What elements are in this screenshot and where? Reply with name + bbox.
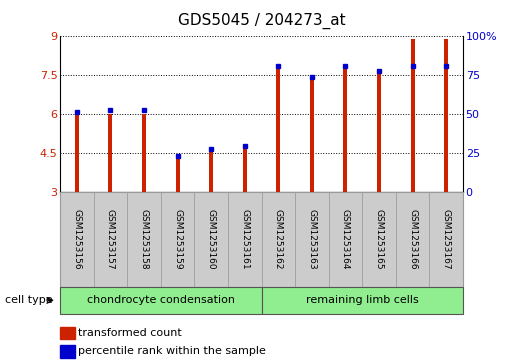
Bar — [161, 192, 195, 287]
Bar — [60, 192, 94, 287]
Bar — [262, 192, 295, 287]
Text: transformed count: transformed count — [77, 328, 181, 338]
Text: GSM1253162: GSM1253162 — [274, 209, 283, 270]
Text: GSM1253161: GSM1253161 — [240, 209, 249, 270]
Bar — [75, 114, 79, 192]
Bar — [310, 78, 314, 192]
Text: percentile rank within the sample: percentile rank within the sample — [77, 346, 265, 356]
Bar — [108, 114, 112, 192]
Bar — [142, 114, 146, 192]
Bar — [396, 192, 429, 287]
Bar — [429, 192, 463, 287]
Text: GSM1253158: GSM1253158 — [140, 209, 149, 270]
Bar — [262, 287, 463, 314]
Bar — [362, 192, 396, 287]
Bar — [228, 192, 262, 287]
Text: GSM1253166: GSM1253166 — [408, 209, 417, 270]
Bar — [377, 73, 381, 192]
Bar — [127, 192, 161, 287]
Text: GSM1253157: GSM1253157 — [106, 209, 115, 270]
Bar — [209, 151, 213, 192]
Text: GSM1253163: GSM1253163 — [308, 209, 316, 270]
Bar — [94, 192, 127, 287]
Bar — [60, 327, 75, 339]
Text: GSM1253165: GSM1253165 — [374, 209, 383, 270]
Bar — [60, 287, 262, 314]
Bar — [344, 68, 347, 192]
Text: GSM1253164: GSM1253164 — [341, 209, 350, 270]
Text: chondrocyte condensation: chondrocyte condensation — [87, 295, 235, 305]
Text: GDS5045 / 204273_at: GDS5045 / 204273_at — [178, 13, 345, 29]
Bar — [328, 192, 362, 287]
Bar — [60, 345, 75, 358]
Text: remaining limb cells: remaining limb cells — [306, 295, 418, 305]
Bar — [243, 148, 247, 192]
Text: GSM1253159: GSM1253159 — [173, 209, 182, 270]
Text: cell type: cell type — [5, 295, 53, 305]
Bar — [295, 192, 328, 287]
Text: GSM1253160: GSM1253160 — [207, 209, 215, 270]
Bar — [411, 39, 415, 192]
Bar — [444, 39, 448, 192]
Bar — [195, 192, 228, 287]
Text: GSM1253156: GSM1253156 — [72, 209, 82, 270]
Bar — [276, 69, 280, 192]
Text: GSM1253167: GSM1253167 — [441, 209, 451, 270]
Bar — [176, 157, 179, 192]
